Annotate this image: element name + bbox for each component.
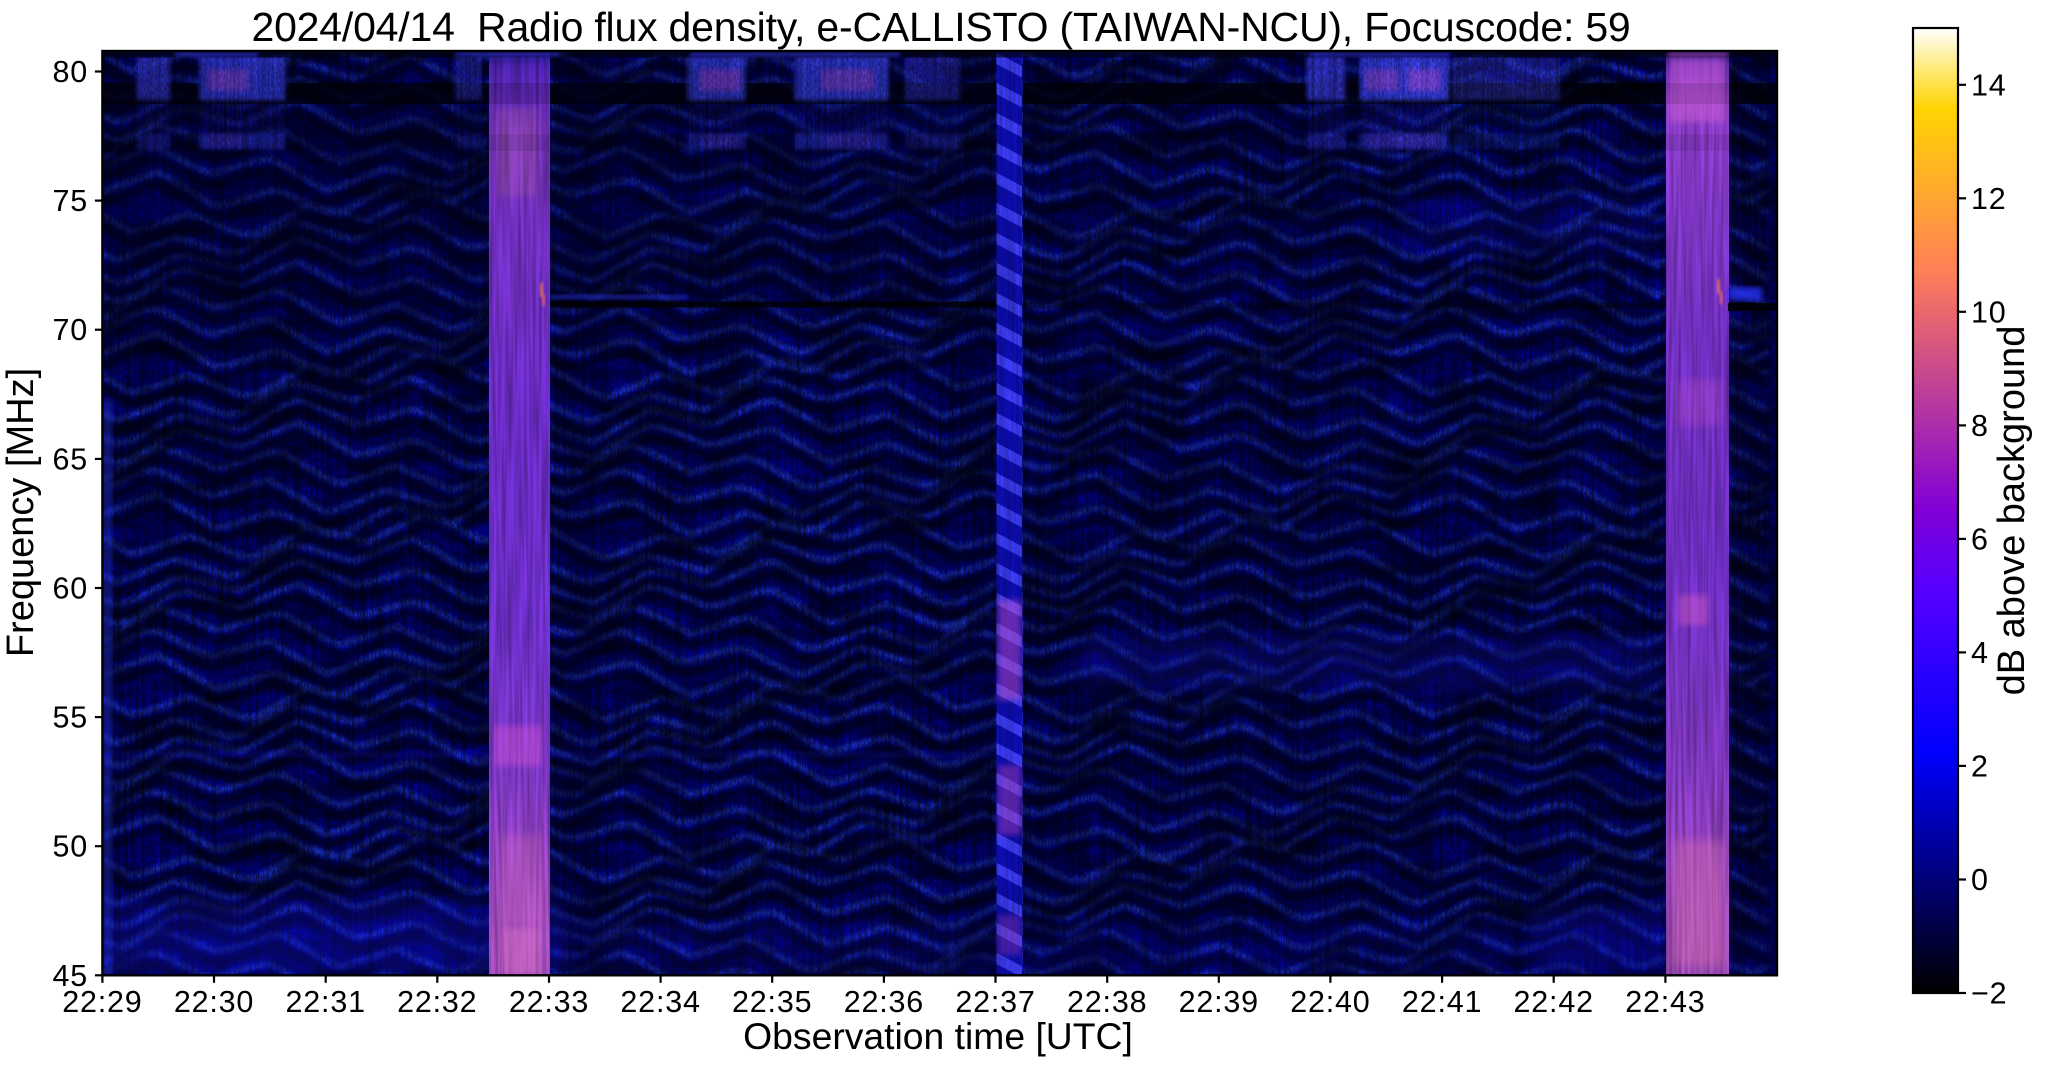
svg-text:8: 8 [1971, 409, 1989, 443]
svg-text:65: 65 [52, 442, 88, 476]
svg-text:2024/04/14 Radio flux density: 2024/04/14 Radio flux density, e-CALLIST… [251, 4, 1630, 50]
svg-text:70: 70 [52, 313, 88, 347]
svg-text:Frequency [MHz]: Frequency [MHz] [0, 368, 42, 657]
svg-text:10: 10 [1971, 295, 2007, 329]
svg-text:22:29: 22:29 [62, 985, 142, 1019]
svg-text:22:34: 22:34 [620, 985, 700, 1019]
svg-text:14: 14 [1971, 68, 2007, 102]
svg-text:22:40: 22:40 [1290, 985, 1370, 1019]
svg-text:6: 6 [1971, 522, 1989, 556]
svg-text:80: 80 [52, 55, 88, 89]
svg-text:55: 55 [52, 701, 88, 735]
svg-text:22:38: 22:38 [1067, 985, 1147, 1019]
svg-text:22:39: 22:39 [1179, 985, 1259, 1019]
svg-text:12: 12 [1971, 182, 2007, 216]
svg-text:0: 0 [1971, 863, 1989, 897]
svg-text:22:32: 22:32 [397, 985, 477, 1019]
svg-text:Observation time [UTC]: Observation time [UTC] [743, 1015, 1133, 1057]
svg-text:50: 50 [52, 830, 88, 864]
svg-text:2: 2 [1971, 749, 1989, 783]
svg-text:22:30: 22:30 [174, 985, 254, 1019]
svg-text:22:37: 22:37 [955, 985, 1035, 1019]
svg-text:75: 75 [52, 184, 88, 218]
svg-text:4: 4 [1971, 636, 1989, 670]
svg-text:−2: −2 [1971, 977, 2007, 1011]
svg-text:22:41: 22:41 [1402, 985, 1482, 1019]
svg-text:22:36: 22:36 [844, 985, 924, 1019]
svg-text:60: 60 [52, 572, 88, 606]
svg-text:22:33: 22:33 [509, 985, 589, 1019]
svg-text:22:42: 22:42 [1514, 985, 1594, 1019]
svg-text:22:31: 22:31 [286, 985, 366, 1019]
svg-text:dB above background: dB above background [1991, 326, 2033, 696]
svg-text:22:35: 22:35 [732, 985, 812, 1019]
svg-text:45: 45 [52, 959, 88, 993]
svg-text:22:43: 22:43 [1625, 985, 1705, 1019]
